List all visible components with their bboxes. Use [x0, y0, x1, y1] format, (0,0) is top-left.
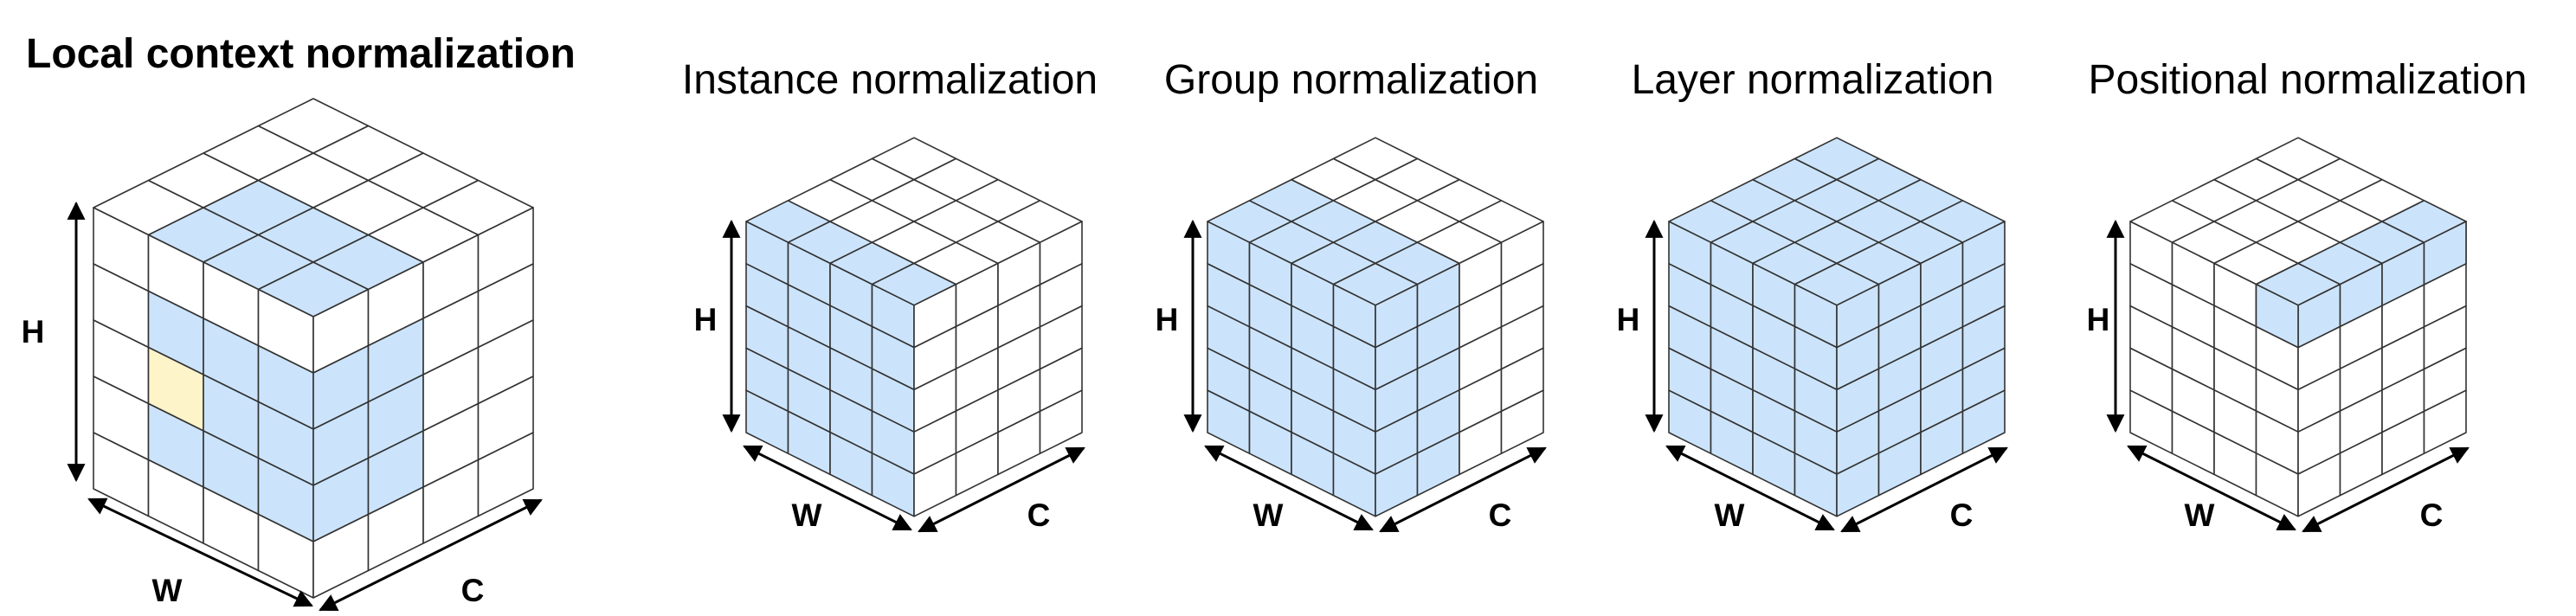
- positional-highlight-side: [2423, 221, 2467, 286]
- cube-layer: [1645, 137, 2008, 533]
- layer-side-cell: [1961, 389, 2006, 455]
- axis-label-c-group: C: [1489, 497, 1512, 533]
- axis-label-w-group: W: [1253, 497, 1284, 533]
- local-context-c-arrow: [319, 498, 543, 612]
- axis-label-c-instance: C: [1027, 497, 1051, 533]
- group-w-arrow: [1204, 445, 1374, 531]
- panel-title-layer: Layer normalization: [1632, 57, 1994, 103]
- axis-label-w-layer: W: [1715, 497, 1745, 533]
- axis-label-c-layer: C: [1950, 497, 1974, 533]
- axis-label-c-local-context: C: [461, 573, 485, 608]
- group-c-arrow: [1379, 446, 1547, 533]
- panel-positional: Positional normalization H W C: [2087, 57, 2528, 533]
- axis-label-h-instance: H: [694, 302, 718, 337]
- axis-label-h-group: H: [1156, 302, 1179, 337]
- cube-instance: [722, 137, 1085, 533]
- axis-label-h-layer: H: [1617, 302, 1640, 337]
- instance-w-arrow: [743, 445, 912, 531]
- panel-instance: Instance normalization H W C: [682, 57, 1098, 533]
- instance-c-arrow: [918, 446, 1085, 533]
- axis-label-w-instance: W: [792, 497, 822, 533]
- positional-w-arrow: [2127, 445, 2296, 531]
- panel-title-instance: Instance normalization: [682, 57, 1098, 103]
- axis-label-c-positional: C: [2420, 497, 2444, 533]
- panel-layer: Layer normalization H W C: [1617, 57, 2008, 533]
- positional-side-cell: [2423, 389, 2467, 455]
- cube-local-context: [67, 98, 543, 612]
- panel-title-positional: Positional normalization: [2089, 57, 2528, 103]
- panel-local-context: Local context normalization H W C: [22, 31, 576, 612]
- positional-highlight-front: [2255, 283, 2299, 349]
- layer-c-arrow: [1840, 446, 2008, 533]
- positional-c-arrow: [2302, 446, 2470, 533]
- panel-title-group: Group normalization: [1164, 57, 1538, 103]
- instance-side-cell: [1039, 389, 1083, 455]
- axis-label-w-positional: W: [2185, 497, 2215, 533]
- panel-group: Group normalization H W C: [1156, 57, 1547, 533]
- group-side-cell: [1500, 389, 1544, 455]
- local-context-w-arrow: [87, 497, 313, 607]
- cube-group: [1183, 137, 1547, 533]
- local-context-side-cell: [477, 432, 534, 517]
- axis-label-h-positional: H: [2087, 302, 2110, 337]
- axis-label-h-local-context: H: [22, 314, 45, 350]
- panel-title-local-context: Local context normalization: [26, 31, 576, 77]
- cube-positional: [2106, 137, 2470, 533]
- axis-label-w-local-context: W: [152, 573, 183, 608]
- layer-w-arrow: [1665, 445, 1835, 531]
